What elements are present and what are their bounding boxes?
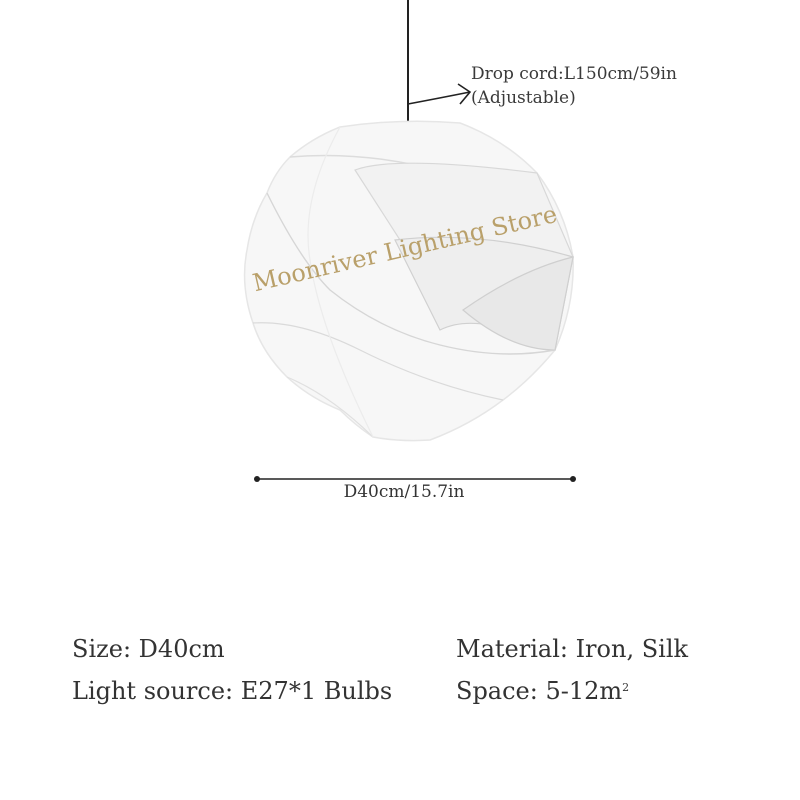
diameter-label: D40cm/15.7in bbox=[343, 482, 465, 502]
spec-material: Material: Iron, Silk bbox=[456, 635, 689, 663]
spec-size: Size: D40cm bbox=[72, 635, 225, 663]
dimension-endpoint-right bbox=[570, 476, 576, 482]
lamp-shade bbox=[243, 120, 574, 442]
spec-space-value: Space: 5-12m bbox=[456, 677, 623, 705]
drop-cord-length: Drop cord:L150cm/59in bbox=[471, 64, 677, 84]
callout-arrow bbox=[407, 83, 472, 105]
drop-cord-callout: Drop cord:L150cm/59in (Adjustable) bbox=[471, 62, 677, 110]
spec-space: Space: 5-12m2 bbox=[456, 677, 629, 705]
drop-cord-adjustable: (Adjustable) bbox=[471, 88, 576, 108]
dimension-endpoint-left bbox=[254, 476, 260, 482]
spec-light-source: Light source: E27*1 Bulbs bbox=[72, 677, 393, 705]
spec-space-exponent: 2 bbox=[622, 681, 630, 694]
